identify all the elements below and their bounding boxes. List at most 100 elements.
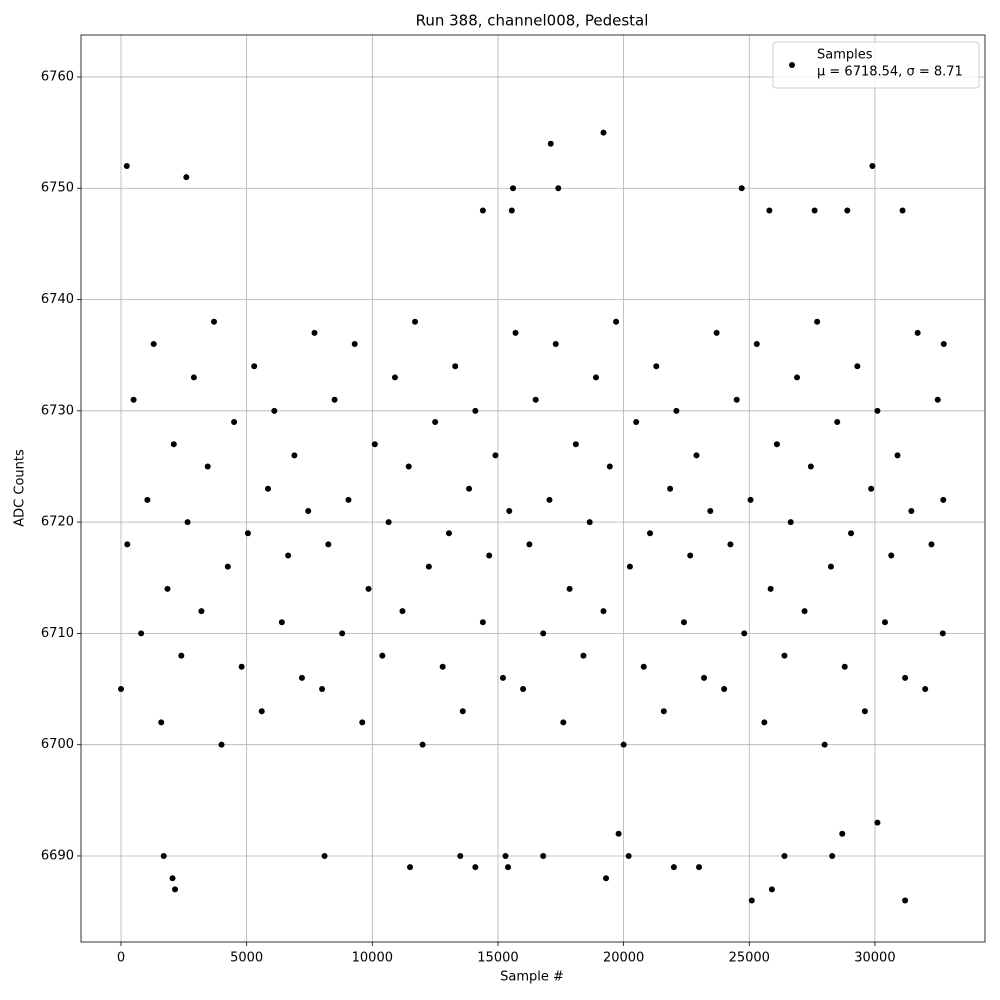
point — [231, 418, 238, 425]
point — [499, 674, 506, 681]
y-tick-label: 6710 — [41, 626, 74, 641]
point — [150, 341, 157, 348]
point — [829, 852, 836, 859]
point — [922, 686, 929, 693]
point — [198, 608, 205, 615]
y-tick-label: 6720 — [41, 515, 74, 530]
point — [647, 530, 654, 537]
point — [606, 463, 613, 470]
point — [773, 441, 780, 448]
y-tick-label: 6740 — [41, 292, 74, 307]
point — [339, 630, 346, 637]
point — [385, 519, 392, 526]
point — [512, 329, 519, 336]
point — [552, 341, 559, 348]
point — [807, 463, 814, 470]
point — [687, 552, 694, 559]
point — [673, 407, 680, 414]
chart-title: Run 388, channel008, Pedestal — [416, 12, 649, 30]
point — [425, 563, 432, 570]
legend-note: μ = 6718.54, σ = 8.71 — [817, 65, 963, 80]
point — [452, 363, 459, 370]
point — [244, 530, 251, 537]
point — [351, 341, 358, 348]
point — [439, 663, 446, 670]
point — [753, 341, 760, 348]
point — [640, 663, 647, 670]
point — [680, 619, 687, 626]
point — [908, 507, 915, 514]
point — [874, 819, 881, 826]
point — [801, 608, 808, 615]
point — [701, 674, 708, 681]
point — [492, 452, 499, 459]
point — [615, 830, 622, 837]
point — [766, 207, 773, 214]
point — [781, 652, 788, 659]
point — [560, 719, 567, 726]
point — [505, 864, 512, 871]
x-axis-label: Sample # — [500, 970, 564, 985]
point — [894, 452, 901, 459]
point — [761, 719, 768, 726]
point — [547, 140, 554, 147]
point — [466, 485, 473, 492]
point — [748, 897, 755, 904]
point — [160, 852, 167, 859]
point — [821, 741, 828, 748]
point — [939, 630, 946, 637]
point — [445, 530, 452, 537]
point — [331, 396, 338, 403]
point — [566, 585, 573, 592]
point — [224, 563, 231, 570]
legend-box — [772, 41, 980, 89]
point — [603, 875, 610, 882]
point — [899, 207, 906, 214]
x-tick-label: 30000 — [854, 951, 895, 966]
point — [379, 652, 386, 659]
point — [419, 741, 426, 748]
point — [305, 507, 312, 514]
point — [902, 674, 909, 681]
point — [555, 185, 562, 192]
point — [506, 507, 513, 514]
legend: Samples μ = 6718.54, σ = 8.71 — [772, 41, 980, 89]
y-tick-label: 6760 — [41, 69, 74, 84]
legend-marker — [789, 62, 795, 68]
point — [914, 329, 921, 336]
point — [172, 886, 179, 893]
point — [502, 852, 509, 859]
point — [278, 619, 285, 626]
point — [138, 630, 145, 637]
point — [738, 185, 745, 192]
x-tick-label: 15000 — [477, 951, 518, 966]
point — [412, 318, 419, 325]
point — [781, 852, 788, 859]
point — [940, 341, 947, 348]
point — [459, 708, 466, 715]
point — [345, 496, 352, 503]
y-tick-label: 6730 — [41, 403, 74, 418]
point — [869, 162, 876, 169]
point — [399, 608, 406, 615]
point — [472, 864, 479, 871]
point — [881, 619, 888, 626]
point — [707, 507, 714, 514]
point — [144, 496, 151, 503]
legend-label: Samples — [817, 48, 873, 63]
point — [586, 519, 593, 526]
point — [118, 686, 125, 693]
point — [178, 652, 185, 659]
point — [510, 185, 517, 192]
point — [169, 875, 176, 882]
point — [888, 552, 895, 559]
point — [130, 396, 137, 403]
point — [696, 864, 703, 871]
point — [540, 852, 547, 859]
point — [868, 485, 875, 492]
point — [934, 396, 941, 403]
point — [854, 363, 861, 370]
point — [546, 496, 553, 503]
point — [457, 852, 464, 859]
